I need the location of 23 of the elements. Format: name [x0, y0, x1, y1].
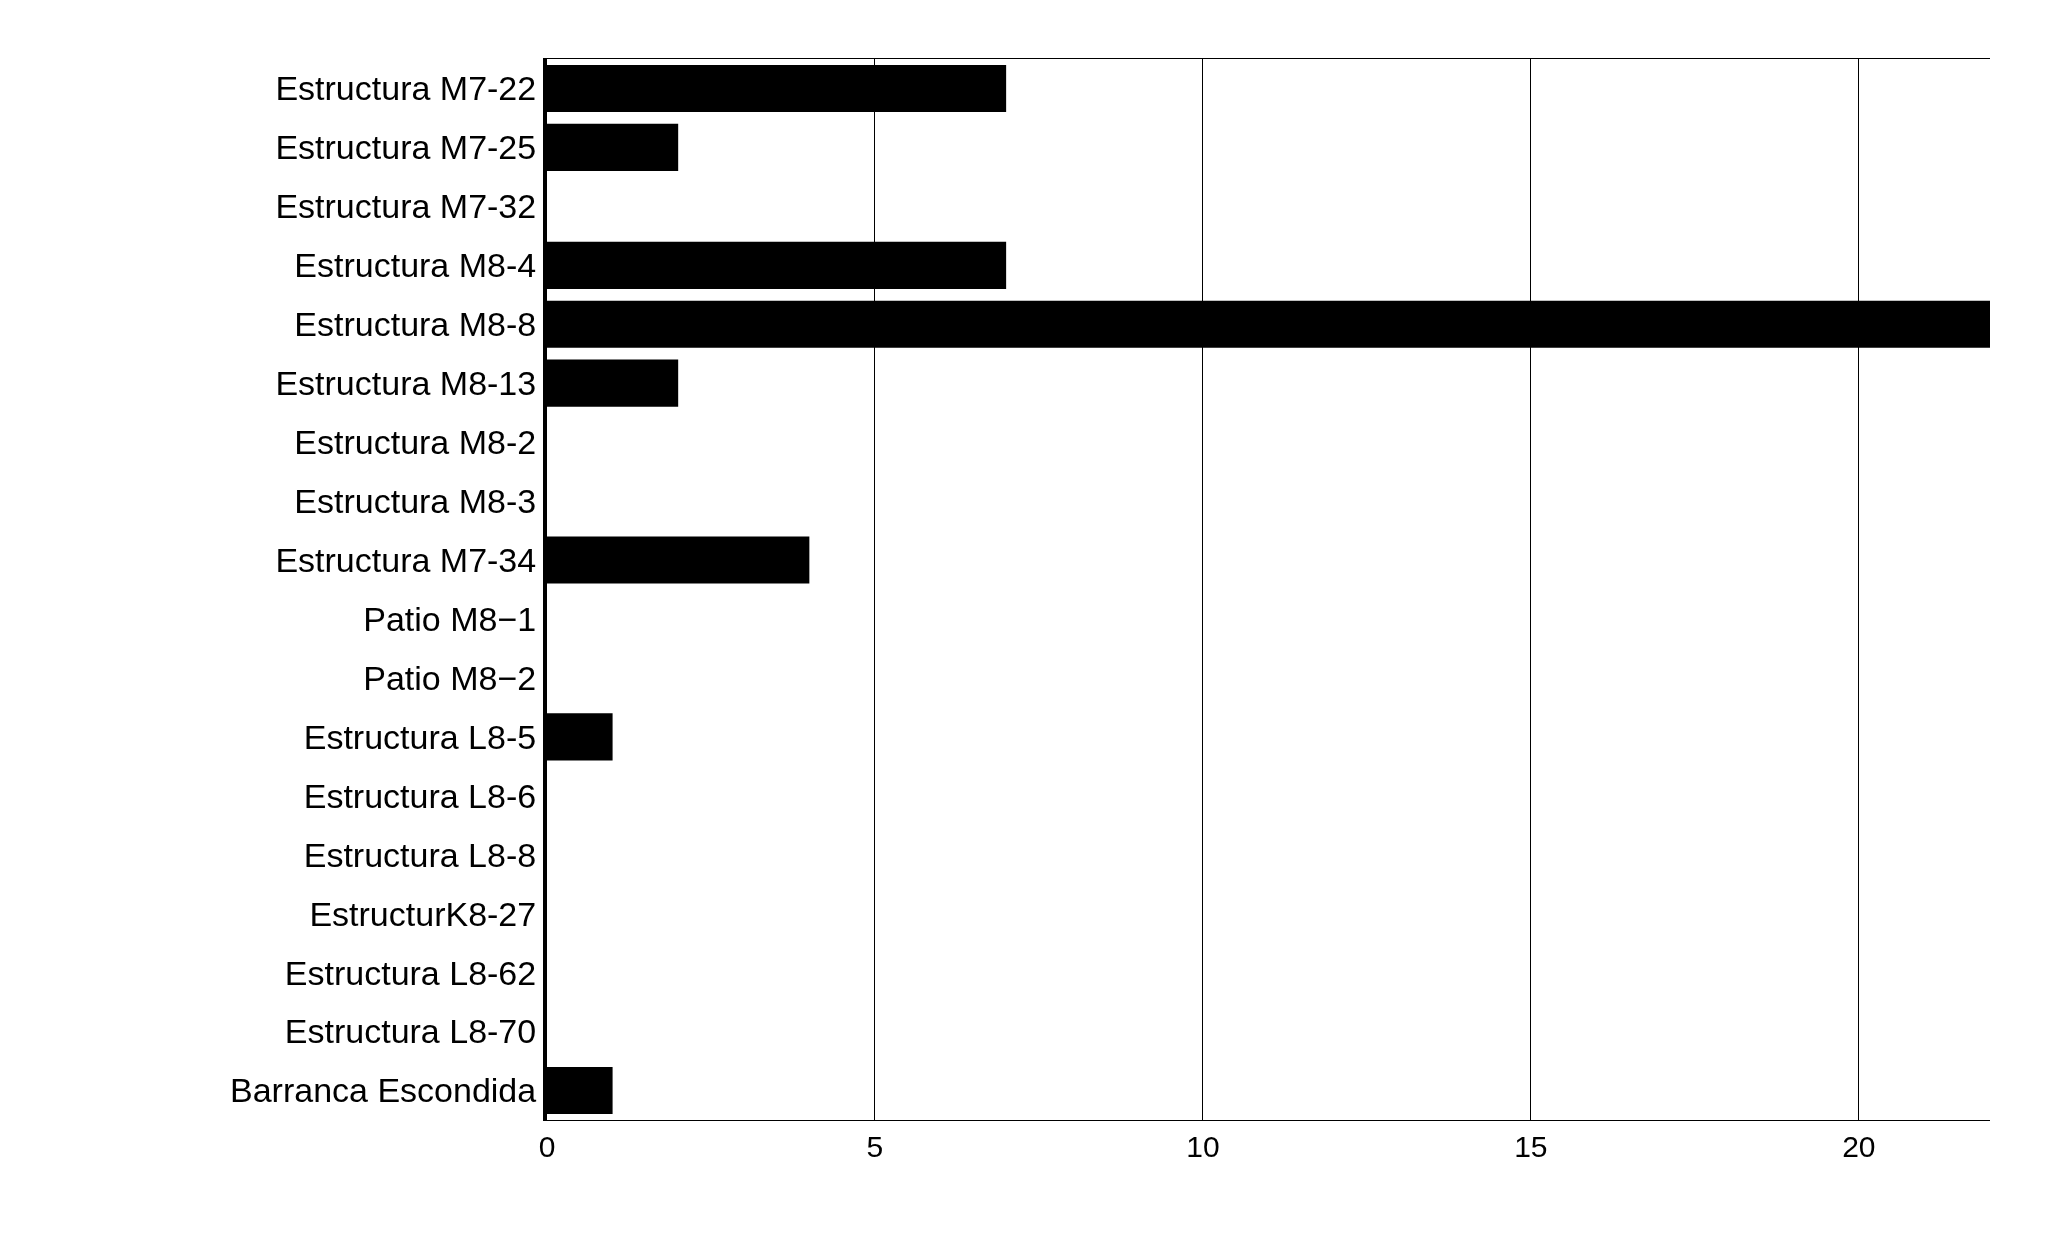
- y-tick-label: Estructura L8-6: [303, 776, 537, 815]
- y-tick-label: Estructura L8-62: [284, 953, 537, 992]
- y-tick-label: Estructura M7-25: [275, 128, 537, 167]
- x-tick-label: 10: [1186, 1130, 1220, 1163]
- y-tick-label: Estructura M8-4: [294, 246, 537, 285]
- y-tick-label: Patio M8−2: [363, 658, 537, 697]
- y-tick-label: EstructurK8-27: [309, 894, 537, 933]
- x-tick-label: 15: [1514, 1130, 1548, 1163]
- y-tick-label: Estructura M7-32: [275, 187, 537, 226]
- y-tick-label: Estructura M7-22: [275, 69, 537, 108]
- y-tick-label: Estructura L8-70: [284, 1012, 537, 1051]
- x-tick-label: 20: [1842, 1130, 1876, 1163]
- y-tick-label: Estructura L8-8: [303, 835, 537, 874]
- y-tick-label: Estructura M8-8: [294, 305, 537, 344]
- y-tick-label: Estructura M8-3: [294, 481, 537, 520]
- y-tick-label: Estructura M8-13: [275, 364, 537, 403]
- y-tick-label: Estructura M7-34: [275, 540, 537, 579]
- x-tick-label: 5: [866, 1130, 884, 1163]
- y-tick-label: Barranca Escondida: [230, 1071, 537, 1110]
- y-tick-label: Estructura M8-2: [294, 423, 537, 462]
- x-tick-label: 0: [538, 1130, 556, 1163]
- y-tick-label: Patio M8−1: [363, 599, 537, 638]
- y-tick-label: Estructura L8-5: [303, 717, 537, 756]
